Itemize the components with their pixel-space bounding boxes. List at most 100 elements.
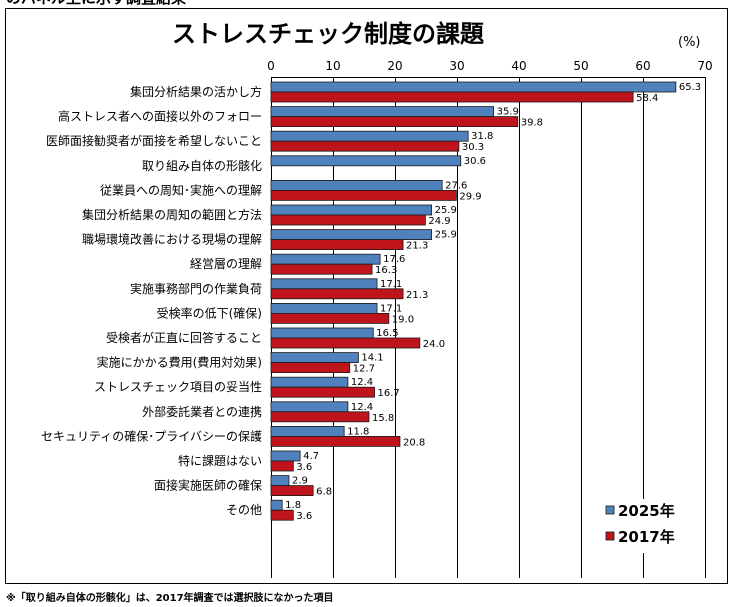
data-label-2017: 21.3 bbox=[406, 241, 428, 252]
data-label-2025: 30.6 bbox=[464, 156, 486, 167]
x-tick-label: 30 bbox=[449, 59, 464, 73]
category-label: 外部委託業者との連携 bbox=[142, 404, 262, 419]
data-label-2017: 6.8 bbox=[316, 487, 332, 498]
category-label: 取り組み自体の形骸化 bbox=[142, 159, 262, 173]
x-tick-label: 50 bbox=[573, 59, 588, 73]
data-label-2025: 17.1 bbox=[380, 303, 402, 314]
data-label-2025: 14.1 bbox=[361, 353, 383, 364]
x-tick-label: 0 bbox=[267, 59, 275, 73]
data-label-2017: 24.0 bbox=[423, 339, 445, 350]
bar-2025 bbox=[270, 106, 494, 117]
data-label-2017: 29.9 bbox=[459, 191, 481, 202]
footnote: ※「取り組み自体の形骸化」は、2017年調査では選択肢になかった項目 bbox=[6, 593, 334, 604]
bar-2025 bbox=[270, 155, 462, 167]
data-label-2025: 12.4 bbox=[351, 402, 373, 413]
top-strip: のパネル上に示す調査結果 bbox=[0, 0, 733, 8]
data-label-2017: 16.3 bbox=[375, 265, 397, 276]
data-label-2017: 24.9 bbox=[428, 216, 450, 227]
bar-2017 bbox=[270, 435, 401, 447]
bar-2017 bbox=[270, 91, 634, 103]
data-label-2017: 20.8 bbox=[403, 437, 425, 448]
data-label-2017: 3.6 bbox=[296, 462, 312, 473]
category-label: 面接実施医師の確保 bbox=[154, 478, 262, 493]
bar-2017 bbox=[270, 288, 404, 300]
category-label: 特に課題はない bbox=[178, 453, 262, 468]
legend: 2025年 2017年 bbox=[604, 499, 686, 553]
category-label: 従業員への周知･実施への理解 bbox=[100, 182, 262, 197]
data-label-2017: 3.6 bbox=[296, 511, 312, 522]
bar-2025 bbox=[270, 425, 345, 437]
x-tick-label: 70 bbox=[697, 59, 712, 73]
data-label-2017: 16.7 bbox=[378, 388, 400, 399]
category-label: 職場環境改善における現場の理解 bbox=[82, 232, 262, 247]
bar-2017 bbox=[270, 116, 519, 127]
category-label: 実施事務部門の作業負荷 bbox=[130, 281, 262, 296]
bar-2017 bbox=[270, 386, 375, 398]
bar-2017 bbox=[270, 362, 351, 374]
bar-2025 bbox=[270, 229, 432, 241]
category-label: 集団分析結果の活かし方 bbox=[130, 84, 262, 99]
bar-2025 bbox=[270, 499, 283, 511]
data-label-2025: 16.5 bbox=[376, 328, 398, 339]
category-label: 集団分析結果の周知の範囲と方法 bbox=[82, 207, 262, 222]
bar-2025 bbox=[270, 475, 290, 487]
category-label: その他 bbox=[226, 503, 262, 517]
header-fragment: のパネル上に示す調査結果 bbox=[6, 0, 186, 8]
bar-2017 bbox=[270, 239, 404, 251]
bar-2025 bbox=[270, 302, 378, 314]
data-label-2025: 17.1 bbox=[380, 279, 402, 290]
unit-label: (%) bbox=[678, 35, 701, 50]
bar-2025 bbox=[270, 450, 301, 462]
bar-2025 bbox=[270, 352, 359, 364]
category-label: 受検者が正直に回答すること bbox=[106, 330, 262, 345]
category-label: ストレスチェック項目の妥当性 bbox=[94, 380, 262, 394]
bar-2017 bbox=[270, 337, 421, 349]
bar-2017 bbox=[270, 263, 373, 275]
bar-2025 bbox=[270, 278, 378, 290]
data-label-2025: 1.8 bbox=[285, 500, 301, 511]
bar-2017 bbox=[270, 214, 426, 226]
bar-2017 bbox=[270, 189, 457, 201]
x-tick-label: 60 bbox=[635, 59, 650, 73]
bar-2025 bbox=[270, 253, 381, 265]
data-label-2017: 39.8 bbox=[521, 118, 543, 129]
chart-title: ストレスチェック制度の課題 bbox=[172, 20, 485, 48]
category-labels: 集団分析結果の活かし方高ストレス者への面接以外のフォロー医師面接勧奨者が面接を希… bbox=[41, 84, 262, 517]
data-labels: 65.358.435.939.831.830.330.627.629.925.9… bbox=[285, 82, 701, 522]
data-label-2025: 65.3 bbox=[679, 82, 701, 93]
bar-2025 bbox=[270, 81, 677, 93]
data-label-2025: 11.8 bbox=[347, 426, 369, 437]
data-label-2025: 35.9 bbox=[497, 107, 519, 118]
data-label-2017: 12.7 bbox=[353, 364, 375, 375]
legend-label-2025: 2025年 bbox=[618, 502, 675, 520]
x-tick-label: 40 bbox=[511, 59, 526, 73]
data-label-2025: 27.6 bbox=[445, 180, 467, 191]
data-label-2025: 17.6 bbox=[383, 254, 405, 265]
category-label: 医師面接勧奨者が面接を希望しないこと bbox=[46, 133, 262, 148]
legend-swatch-2017 bbox=[605, 531, 615, 541]
bar-2025 bbox=[270, 327, 374, 339]
bar-2025 bbox=[270, 401, 349, 413]
bar-2025 bbox=[270, 130, 469, 142]
bar-2017 bbox=[270, 312, 390, 324]
data-label-2025: 12.4 bbox=[351, 377, 373, 388]
category-label: 受検率の低下(確保) bbox=[157, 305, 262, 320]
bar-2017 bbox=[270, 509, 294, 521]
data-label-2025: 25.9 bbox=[435, 205, 457, 216]
data-label-2017: 19.0 bbox=[392, 314, 414, 325]
data-label-2025: 4.7 bbox=[303, 451, 319, 462]
x-tick-label: 20 bbox=[387, 59, 402, 73]
x-tick-label: 10 bbox=[325, 59, 340, 73]
data-label-2017: 15.8 bbox=[372, 413, 394, 424]
bar-2017 bbox=[270, 411, 370, 423]
data-label-2025: 25.9 bbox=[435, 230, 457, 241]
data-label-2017: 58.4 bbox=[636, 93, 658, 104]
legend-swatch-2025 bbox=[605, 505, 615, 515]
category-label: セキュリティの確保･プライバシーの保護 bbox=[41, 428, 262, 443]
category-label: 高ストレス者への面接以外のフォロー bbox=[58, 109, 262, 124]
data-label-2025: 31.8 bbox=[471, 131, 493, 142]
bar-2025 bbox=[270, 204, 432, 216]
category-label: 経営層の理解 bbox=[190, 257, 262, 271]
bar-2017 bbox=[270, 460, 294, 472]
